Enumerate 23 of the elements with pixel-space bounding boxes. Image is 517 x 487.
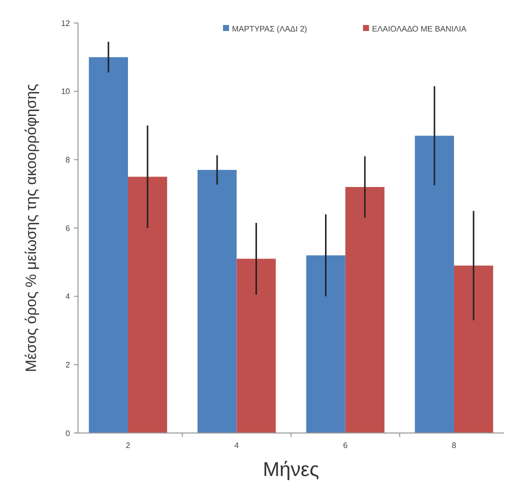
bar bbox=[306, 255, 346, 433]
x-tick-label: 8 bbox=[452, 441, 457, 450]
y-tick-label: 10 bbox=[61, 87, 71, 96]
bar bbox=[454, 266, 494, 433]
bar bbox=[198, 170, 237, 433]
x-tick-label: 4 bbox=[234, 441, 240, 450]
y-tick-label: 8 bbox=[66, 155, 71, 164]
x-tick-label: 2 bbox=[126, 441, 131, 450]
legend-label: ΕΛΑΙΟΛΑΔΟ ΜΕ ΒΑΝΙΛΙΑ bbox=[372, 24, 468, 34]
bar bbox=[236, 258, 276, 433]
bar bbox=[88, 57, 128, 433]
y-tick-label: 0 bbox=[66, 428, 71, 438]
y-tick-label: 4 bbox=[66, 292, 71, 302]
y-tick-label: 12 bbox=[61, 18, 71, 28]
y-tick-label: 2 bbox=[66, 360, 71, 370]
y-axis-title: Μέσος όρος % μείωσης της ακοορρόφησης bbox=[23, 84, 40, 372]
bar bbox=[345, 187, 384, 433]
legend-label: ΜΑΡΤΥΡΑΣ (ΛΑΔΙ 2) bbox=[232, 24, 308, 34]
bar bbox=[128, 176, 168, 433]
bar bbox=[414, 136, 454, 433]
x-axis-title: Μήνες bbox=[262, 459, 320, 481]
y-tick-label: 6 bbox=[66, 224, 71, 233]
x-tick-label: 6 bbox=[343, 441, 348, 450]
